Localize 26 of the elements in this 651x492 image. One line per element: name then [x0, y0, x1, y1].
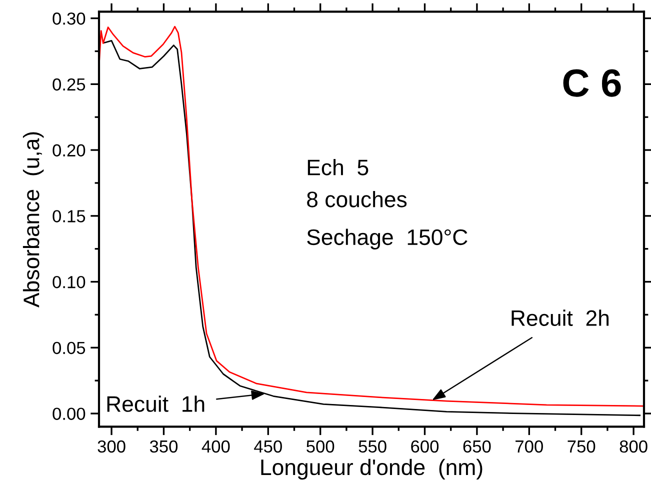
x-tick-label: 350	[150, 440, 178, 453]
annotation: 8 couches	[307, 190, 407, 208]
x-tick-label: 500	[306, 440, 334, 453]
y-tick-label: 0.25	[52, 78, 86, 91]
y-tick-label: 0.15	[52, 210, 86, 222]
y-tick-label: 0.20	[52, 144, 86, 156]
x-tick-label: 550	[358, 440, 386, 453]
x-tick-label: 750	[568, 440, 596, 453]
x-tick-label: 600	[411, 440, 439, 453]
y-axis-title: Absorbance (u,a)	[22, 132, 44, 308]
annotation: Recuit 2h	[512, 310, 609, 326]
x-axis-title: Longueur d'onde (nm)	[261, 458, 482, 480]
annotation: Sechage 150°C	[307, 228, 468, 250]
x-tick-label: 800	[620, 440, 648, 453]
x-tick-label: 700	[516, 440, 543, 453]
y-tick-label: 0.10	[52, 276, 86, 288]
y-tick-label: 0.30	[52, 12, 86, 25]
x-tick-label: 650	[463, 440, 491, 453]
annotation: Recuit 1h	[107, 396, 204, 412]
y-tick-label: 0.00	[52, 408, 86, 420]
annotation: C 6	[563, 69, 621, 97]
x-tick-label: 450	[254, 440, 282, 453]
x-tick-label: 300	[98, 440, 126, 453]
x-tick-label: 400	[202, 440, 230, 453]
annotation: Ech 5	[308, 159, 368, 176]
y-tick-label: 0.05	[52, 342, 86, 354]
